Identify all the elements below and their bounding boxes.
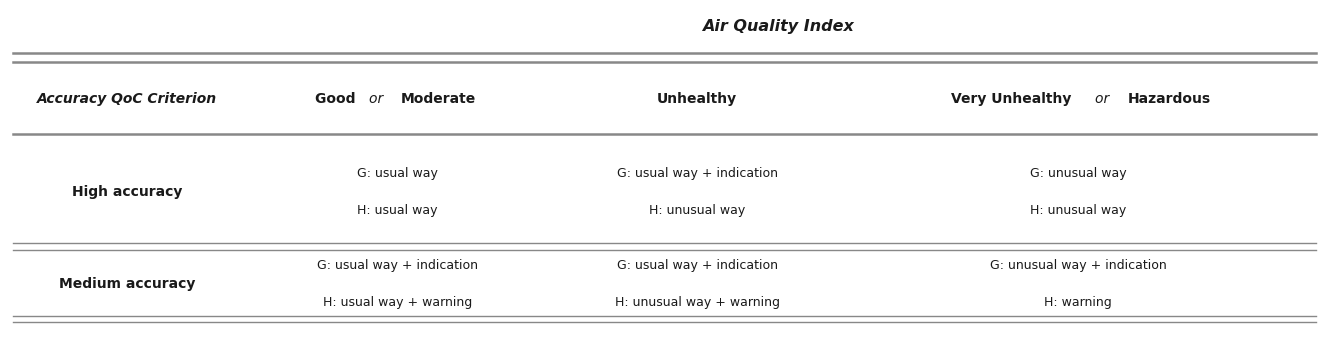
Text: or: or xyxy=(1095,92,1114,106)
Text: Hazardous: Hazardous xyxy=(1127,92,1211,106)
Text: Good: Good xyxy=(315,92,361,106)
Text: H: usual way: H: usual way xyxy=(358,204,437,218)
Text: G: unusual way + indication: G: unusual way + indication xyxy=(990,259,1167,272)
Text: Accuracy QoC Criterion: Accuracy QoC Criterion xyxy=(37,92,218,106)
Text: or: or xyxy=(369,92,388,106)
Text: H: unusual way: H: unusual way xyxy=(649,204,746,218)
Text: G: usual way + indication: G: usual way + indication xyxy=(318,259,478,272)
Text: H: unusual way + warning: H: unusual way + warning xyxy=(614,296,780,309)
Text: Moderate: Moderate xyxy=(400,92,476,106)
Text: G: usual way + indication: G: usual way + indication xyxy=(617,167,777,180)
Text: Very Unhealthy: Very Unhealthy xyxy=(952,92,1076,106)
Text: H: unusual way: H: unusual way xyxy=(1030,204,1126,218)
Text: G: usual way + indication: G: usual way + indication xyxy=(617,259,777,272)
Text: Unhealthy: Unhealthy xyxy=(657,92,738,106)
Text: H: warning: H: warning xyxy=(1045,296,1112,309)
Text: G: unusual way: G: unusual way xyxy=(1030,167,1127,180)
Text: G: usual way: G: usual way xyxy=(358,167,439,180)
Text: Air Quality Index: Air Quality Index xyxy=(703,19,855,34)
Text: H: usual way + warning: H: usual way + warning xyxy=(323,296,472,309)
Text: High accuracy: High accuracy xyxy=(72,185,182,199)
Text: Medium accuracy: Medium accuracy xyxy=(58,277,195,291)
